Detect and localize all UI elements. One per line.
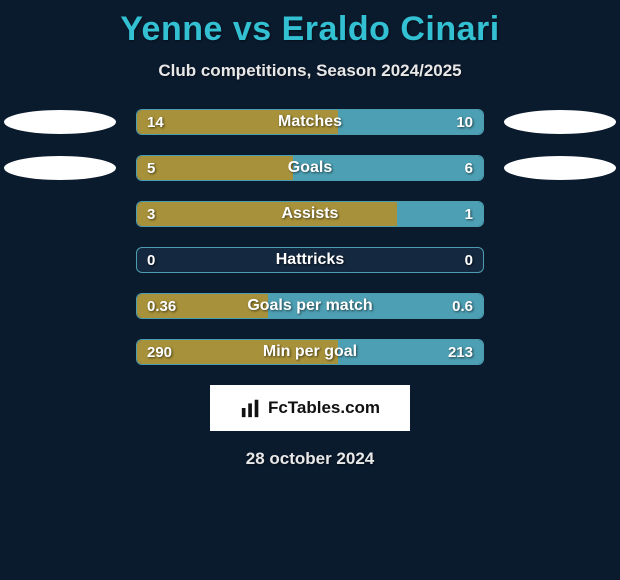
stat-label: Goals per match xyxy=(137,294,483,318)
stat-bar: 0.360.6Goals per match xyxy=(136,293,484,319)
stat-label: Goals xyxy=(137,156,483,180)
page-title: Yenne vs Eraldo Cinari xyxy=(0,10,620,49)
stat-label: Min per goal xyxy=(137,340,483,364)
stat-bar: 290213Min per goal xyxy=(136,339,484,365)
player-left-badge xyxy=(4,156,116,180)
logo-badge: FcTables.com xyxy=(210,385,410,431)
stat-bar: 56Goals xyxy=(136,155,484,181)
stat-rows: 1410Matches 56Goals 31Assists 00Hattricks 0.… xyxy=(0,109,620,365)
stat-row: 1410Matches xyxy=(0,109,620,135)
stat-bar: 00Hattricks xyxy=(136,247,484,273)
stat-row: 56Goals xyxy=(0,155,620,181)
player-left-badge xyxy=(4,110,116,134)
stat-bar: 31Assists xyxy=(136,201,484,227)
stat-row: 290213Min per goal xyxy=(0,339,620,365)
stat-bar: 1410Matches xyxy=(136,109,484,135)
date-text: 28 october 2024 xyxy=(0,449,620,469)
stat-row: 31Assists xyxy=(0,201,620,227)
stat-label: Hattricks xyxy=(137,248,483,272)
stat-label: Matches xyxy=(137,110,483,134)
logo-text: FcTables.com xyxy=(268,398,380,418)
player-right-badge xyxy=(504,110,616,134)
stat-row: 0.360.6Goals per match xyxy=(0,293,620,319)
player-right-badge xyxy=(504,156,616,180)
chart-icon xyxy=(240,397,262,419)
comparison-card: Yenne vs Eraldo Cinari Club competitions… xyxy=(0,0,620,469)
page-subtitle: Club competitions, Season 2024/2025 xyxy=(0,61,620,81)
stat-label: Assists xyxy=(137,202,483,226)
stat-row: 00Hattricks xyxy=(0,247,620,273)
